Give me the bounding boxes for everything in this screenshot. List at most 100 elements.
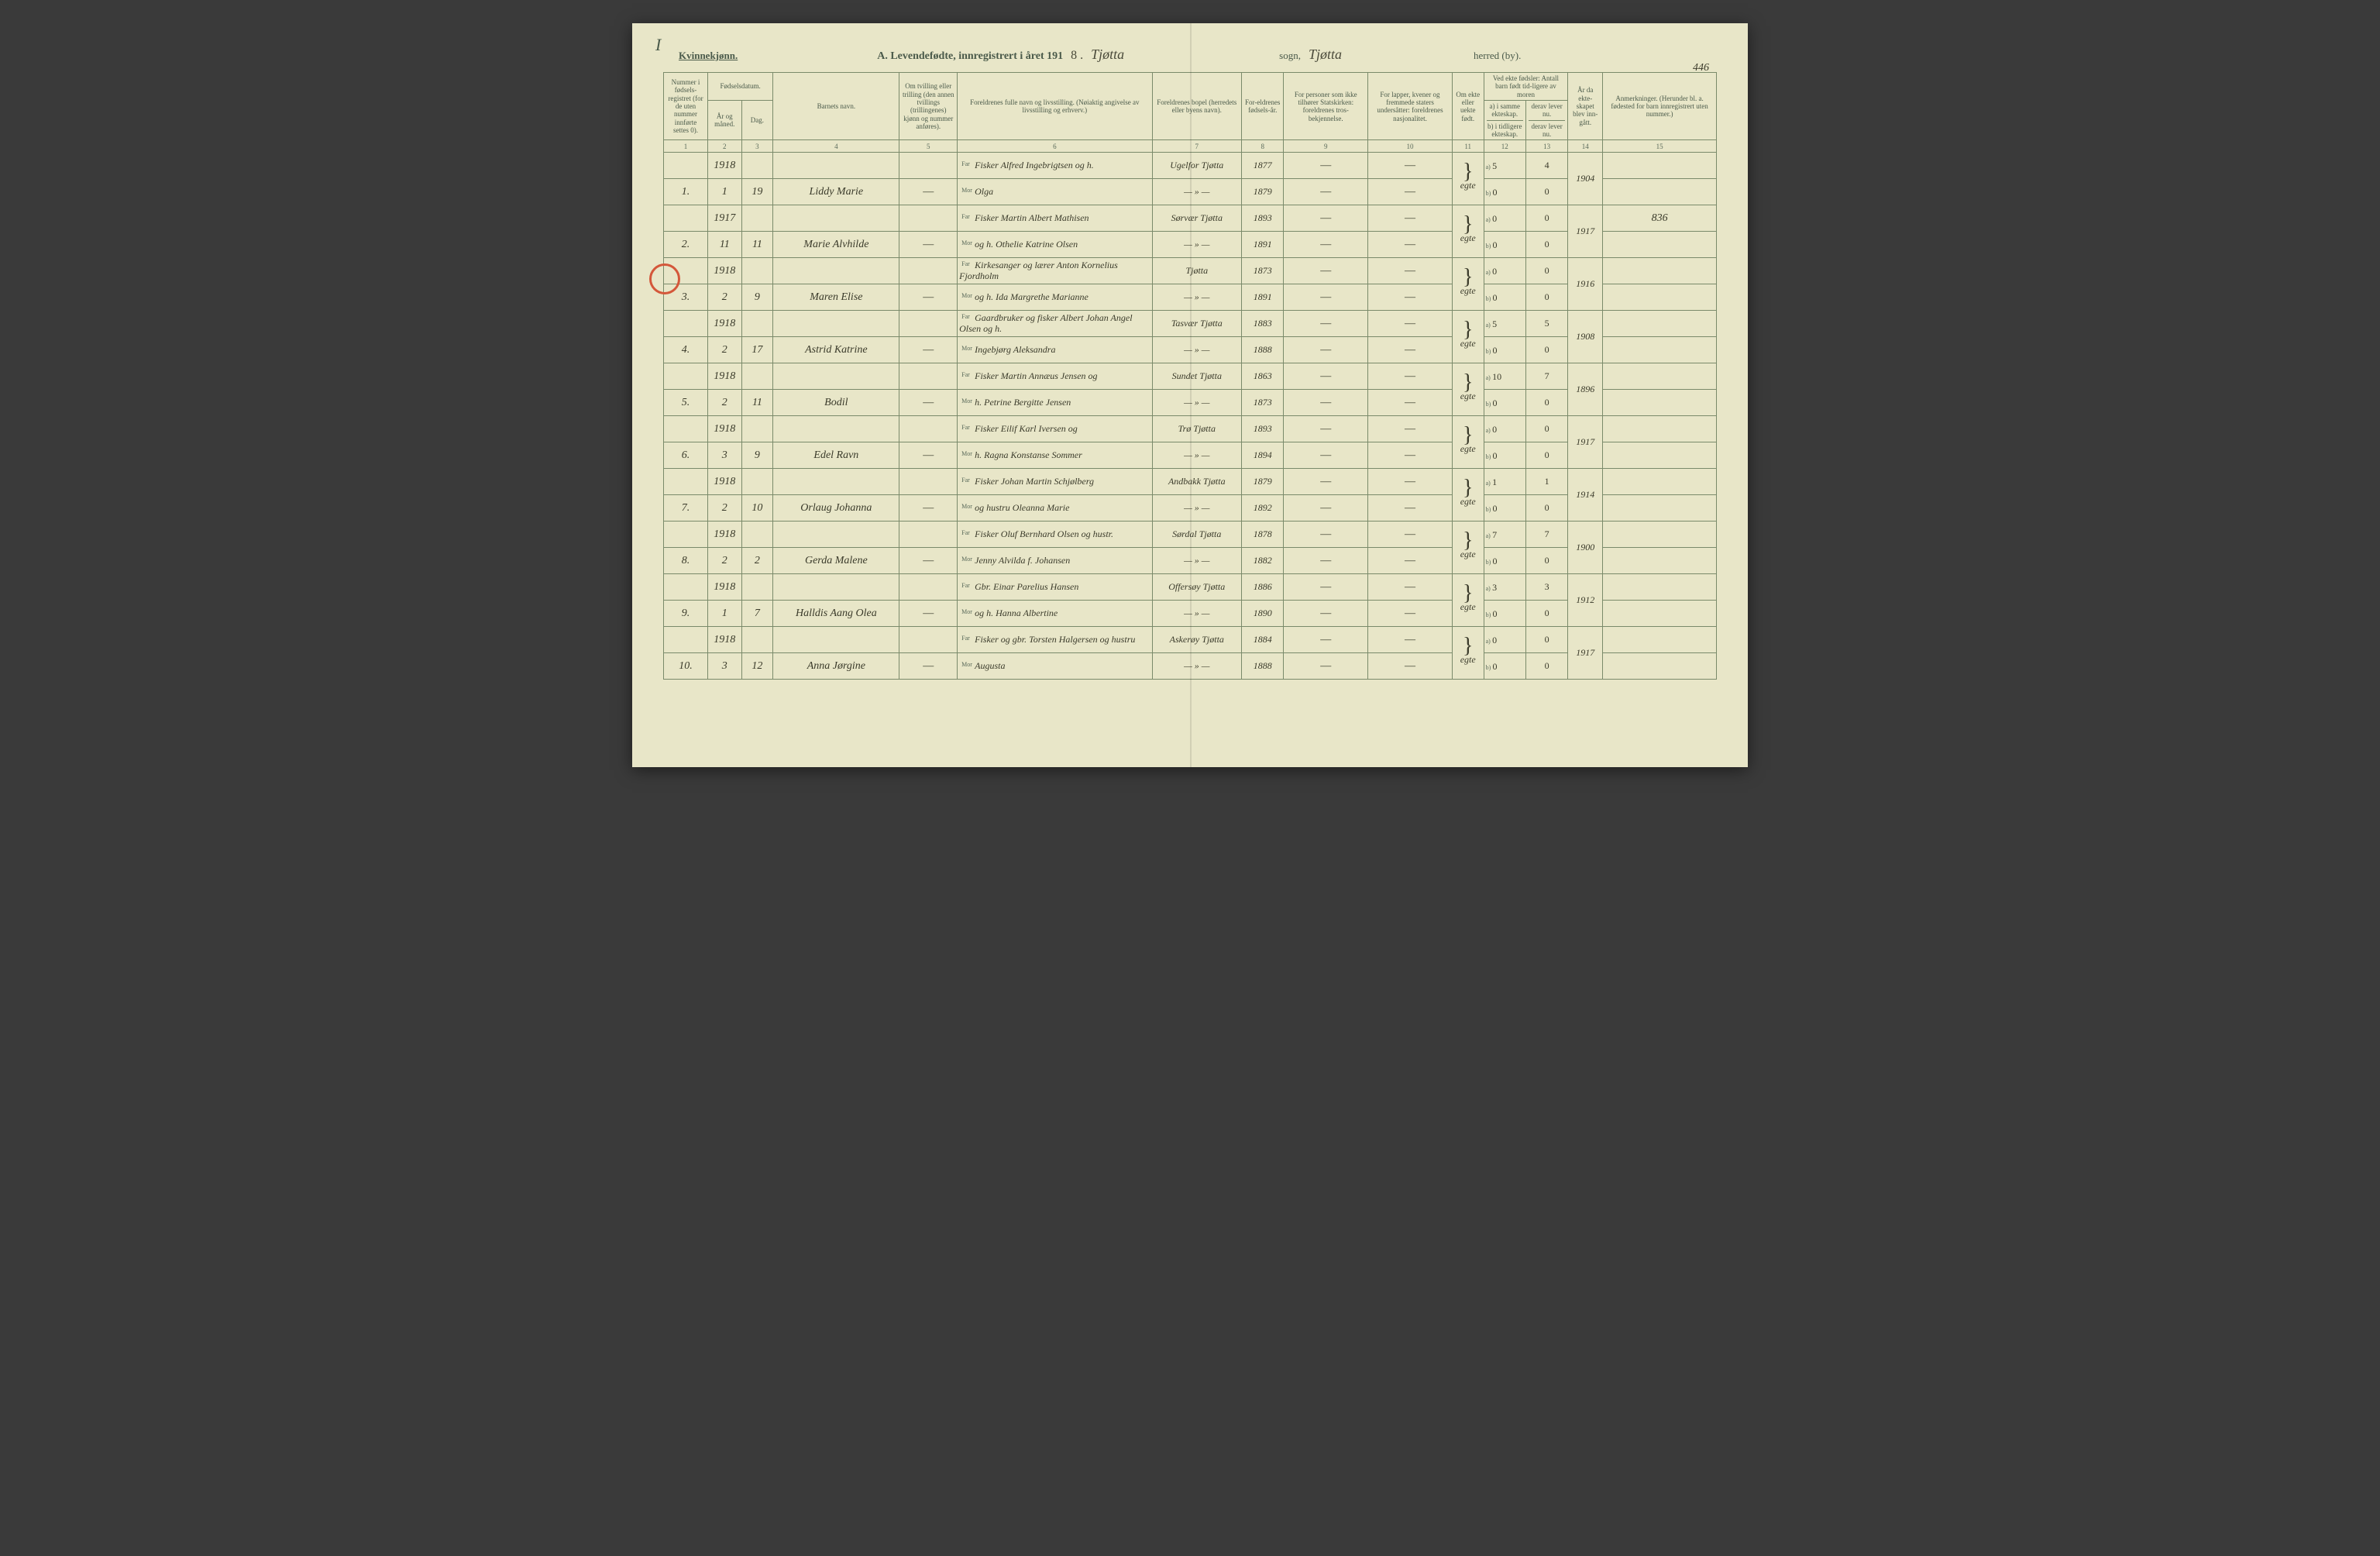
col-12-top-header: Ved ekte fødsler: Antall barn født tid-l… xyxy=(1484,73,1568,101)
remarks: 836 xyxy=(1603,205,1717,232)
remarks xyxy=(1603,284,1717,311)
child-name xyxy=(773,627,899,653)
child-name: Marie Alvhilde xyxy=(773,232,899,258)
living-now: 0 xyxy=(1525,495,1567,522)
nationality: — xyxy=(1368,363,1453,390)
nationality: — xyxy=(1368,627,1453,653)
prior-births: b) 0 xyxy=(1484,284,1525,311)
residence: Tjøtta xyxy=(1152,258,1242,284)
table-row: 9.17Halldis Aang Olea—Morog h. Hanna Alb… xyxy=(664,601,1717,627)
prior-births: a) 5 xyxy=(1484,311,1525,337)
parent-name: Morh. Petrine Bergitte Jensen xyxy=(958,390,1152,416)
twin: — xyxy=(899,179,958,205)
residence: — » — xyxy=(1152,179,1242,205)
table-row: 2.1111Marie Alvhilde—Morog h. Othelie Ka… xyxy=(664,232,1717,258)
table-row: 1918FarFisker Alfred Ingebrigtsen og h.U… xyxy=(664,153,1717,179)
ekte-cell: } egte xyxy=(1452,574,1484,627)
table-head: Nummer i fødsels-registret (for de uten … xyxy=(664,73,1717,153)
living-now: 0 xyxy=(1525,337,1567,363)
table-row: 1918FarFisker Eilif Karl Iversen ogTrø T… xyxy=(664,416,1717,442)
col-14-header: År da ekte-skapet blev inn-gått. xyxy=(1568,73,1603,140)
parent-birth-year: 1891 xyxy=(1242,232,1284,258)
reg-number: 5. xyxy=(664,390,708,416)
day: 19 xyxy=(741,179,773,205)
column-number: 14 xyxy=(1568,140,1603,153)
parent-birth-year: 1888 xyxy=(1242,653,1284,680)
parent-name: FarFisker Oluf Bernhard Olsen og hustr. xyxy=(958,522,1152,548)
parent-name: MorIngebjørg Aleksandra xyxy=(958,337,1152,363)
parent-birth-year: 1893 xyxy=(1242,205,1284,232)
col-9-header: For personer som ikke tilhører Statskirk… xyxy=(1284,73,1368,140)
child-name: Gerda Malene xyxy=(773,548,899,574)
column-number: 12 xyxy=(1484,140,1525,153)
col-5-header: Om tvilling eller trilling (den annen tv… xyxy=(899,73,958,140)
day xyxy=(741,205,773,232)
nationality: — xyxy=(1368,416,1453,442)
parent-birth-year: 1886 xyxy=(1242,574,1284,601)
residence: Sørdal Tjøtta xyxy=(1152,522,1242,548)
marriage-year: 1917 xyxy=(1568,627,1603,680)
living-now: 0 xyxy=(1525,601,1567,627)
reg-number: 9. xyxy=(664,601,708,627)
column-number: 2 xyxy=(708,140,741,153)
child-name xyxy=(773,153,899,179)
table-row: 1918FarGbr. Einar Parelius HansenOffersø… xyxy=(664,574,1717,601)
twin xyxy=(899,311,958,337)
col-12a-header: a) i samme ekteskap. b) i tidligere ekte… xyxy=(1484,101,1525,140)
parent-name: FarFisker og gbr. Torsten Halgersen og h… xyxy=(958,627,1152,653)
marriage-year: 1896 xyxy=(1568,363,1603,416)
ekte-cell: } egte xyxy=(1452,311,1484,363)
twin xyxy=(899,205,958,232)
residence: — » — xyxy=(1152,232,1242,258)
twin xyxy=(899,416,958,442)
living-now: 0 xyxy=(1525,653,1567,680)
column-number: 7 xyxy=(1152,140,1242,153)
reg-number xyxy=(664,469,708,495)
parent-name: Morog hustru Oleanna Marie xyxy=(958,495,1152,522)
year-month: 2 xyxy=(708,390,741,416)
day: 10 xyxy=(741,495,773,522)
confession: — xyxy=(1284,179,1368,205)
col-12a-text: a) i samme ekteskap. xyxy=(1487,102,1523,119)
kvinnekjonn-label: Kvinnekjønn. xyxy=(679,50,738,62)
year-month: 3 xyxy=(708,442,741,469)
confession: — xyxy=(1284,522,1368,548)
year-month: 3 xyxy=(708,653,741,680)
parent-name: FarFisker Martin Albert Mathisen xyxy=(958,205,1152,232)
column-number: 10 xyxy=(1368,140,1453,153)
nationality: — xyxy=(1368,337,1453,363)
residence: — » — xyxy=(1152,548,1242,574)
remarks xyxy=(1603,574,1717,601)
day: 11 xyxy=(741,390,773,416)
prior-births: b) 0 xyxy=(1484,601,1525,627)
table-row: 1918FarFisker Johan Martin SchjølbergAnd… xyxy=(664,469,1717,495)
living-now: 0 xyxy=(1525,442,1567,469)
prior-births: b) 0 xyxy=(1484,390,1525,416)
column-number: 13 xyxy=(1525,140,1567,153)
reg-number xyxy=(664,416,708,442)
col-2a-header: År og måned. xyxy=(708,101,741,140)
twin: — xyxy=(899,442,958,469)
child-name: Astrid Katrine xyxy=(773,337,899,363)
parent-name: Morog h. Hanna Albertine xyxy=(958,601,1152,627)
day xyxy=(741,416,773,442)
day: 9 xyxy=(741,284,773,311)
parent-birth-year: 1894 xyxy=(1242,442,1284,469)
table-row: 1918FarFisker Oluf Bernhard Olsen og hus… xyxy=(664,522,1717,548)
day: 2 xyxy=(741,548,773,574)
col-2-top-header: Fødselsdatum. xyxy=(708,73,773,101)
twin: — xyxy=(899,653,958,680)
remarks xyxy=(1603,522,1717,548)
residence: Sundet Tjøtta xyxy=(1152,363,1242,390)
living-now: 0 xyxy=(1525,179,1567,205)
reg-number: 10. xyxy=(664,653,708,680)
parent-birth-year: 1879 xyxy=(1242,179,1284,205)
col-13-header: derav lever nu. derav lever nu. xyxy=(1525,101,1567,140)
confession: — xyxy=(1284,416,1368,442)
parent-name: Morog h. Othelie Katrine Olsen xyxy=(958,232,1152,258)
remarks xyxy=(1603,337,1717,363)
residence: — » — xyxy=(1152,442,1242,469)
living-now: 0 xyxy=(1525,232,1567,258)
table-row: 1.119Liddy Marie—MorOlga— » —1879——b) 00 xyxy=(664,179,1717,205)
twin: — xyxy=(899,495,958,522)
